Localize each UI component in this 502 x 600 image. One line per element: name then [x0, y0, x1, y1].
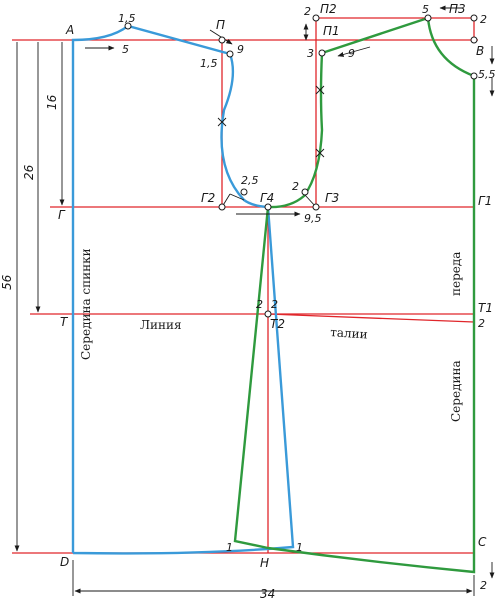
m-front-raise: 2	[304, 5, 311, 18]
point-armhole-front	[301, 188, 309, 196]
m-dim-56: 56	[0, 274, 14, 290]
point-P1	[318, 49, 326, 57]
m-armhole-width: 9,5	[304, 212, 322, 225]
m-armhole-back: 2,5	[241, 174, 259, 187]
m-front-waist: 2	[478, 317, 485, 330]
label-P: П	[216, 18, 225, 32]
label-line: Линия	[140, 318, 182, 332]
label-G: Г	[58, 208, 66, 222]
m-front-neck-width: 5	[422, 3, 429, 16]
point-armhole-back	[240, 188, 248, 196]
m-front-neck-top: 2	[480, 13, 487, 26]
measure-labels: 1,5 5 1,5 9 2,5 2 9,5 2 3 9 5 2 5,5 2 2 …	[0, 3, 496, 600]
m-front-drop: 3	[307, 47, 314, 60]
m-front-shoulder-len: 9	[348, 47, 355, 60]
m-side-waist-r: 2	[271, 298, 278, 311]
point-neck-front	[424, 14, 432, 22]
point-neck-depth	[470, 72, 478, 80]
point-P	[218, 36, 226, 44]
label-A: А	[65, 23, 74, 37]
point-shoulder-back	[226, 50, 234, 58]
label-G2: Г2	[201, 191, 215, 205]
m-shoulder-extend: 9	[237, 43, 244, 56]
label-P3: П3	[449, 2, 466, 16]
m-front-neck-depth: 5,5	[478, 68, 496, 81]
label-G1: Г1	[478, 194, 492, 208]
point-neck-back	[124, 22, 132, 30]
m-side-waist-l: 2	[256, 298, 263, 311]
notch-back	[217, 117, 227, 127]
m-neck-back-width: 5	[122, 43, 129, 56]
m-dim-26: 26	[22, 164, 36, 180]
armhole-back-tick	[229, 193, 245, 201]
point-P3	[470, 14, 478, 22]
front-outline	[233, 16, 476, 574]
m-neck-back-rise: 1,5	[118, 12, 136, 25]
m-armhole-front: 2	[292, 180, 299, 193]
point-labels: А П П2 П1 П3 В Г Г1 Г2 Г3 Г4 Т Т1 Т2 D Н…	[58, 2, 493, 570]
label-G3: Г3	[325, 191, 339, 205]
label-C: С	[478, 535, 487, 549]
point-P2	[312, 14, 320, 22]
label-front-bottom: Середина	[449, 360, 463, 422]
point-G3	[312, 203, 320, 211]
front-waist-curve	[267, 313, 475, 323]
text-annotations: Середина спинки переда Середина Линия та…	[79, 248, 463, 422]
point-V	[470, 36, 478, 44]
m-dim-34: 34	[260, 587, 275, 600]
point-T2	[264, 310, 272, 318]
notch-front-lower	[315, 148, 325, 158]
label-front-top: переда	[449, 252, 463, 296]
m-shoulder-drop: 1,5	[200, 57, 218, 70]
label-T: Т	[60, 315, 69, 329]
point-G2	[218, 203, 226, 211]
label-back-center: Середина спинки	[79, 248, 93, 360]
notch-front-upper	[315, 85, 325, 95]
label-T2: Т2	[270, 317, 285, 331]
m-hem-r: 1	[296, 541, 303, 554]
label-G4: Г4	[260, 191, 274, 205]
label-P1: П1	[323, 24, 340, 38]
m-hem-l: 1	[226, 541, 233, 554]
label-waist: талии	[330, 325, 368, 342]
label-P2: П2	[320, 2, 337, 16]
dimension-lines	[14, 5, 495, 596]
front-piece	[233, 16, 476, 574]
m-hem-front: 2	[480, 579, 487, 592]
notch-marks	[217, 85, 325, 158]
m-dim-16: 16	[45, 94, 59, 110]
front-shoulder-arrow	[337, 46, 371, 57]
label-V: В	[476, 44, 484, 58]
label-H: Н	[260, 556, 269, 570]
label-D: D	[60, 555, 69, 569]
reference-points	[124, 14, 478, 318]
label-T1: Т1	[478, 301, 493, 315]
point-G4	[264, 203, 272, 211]
